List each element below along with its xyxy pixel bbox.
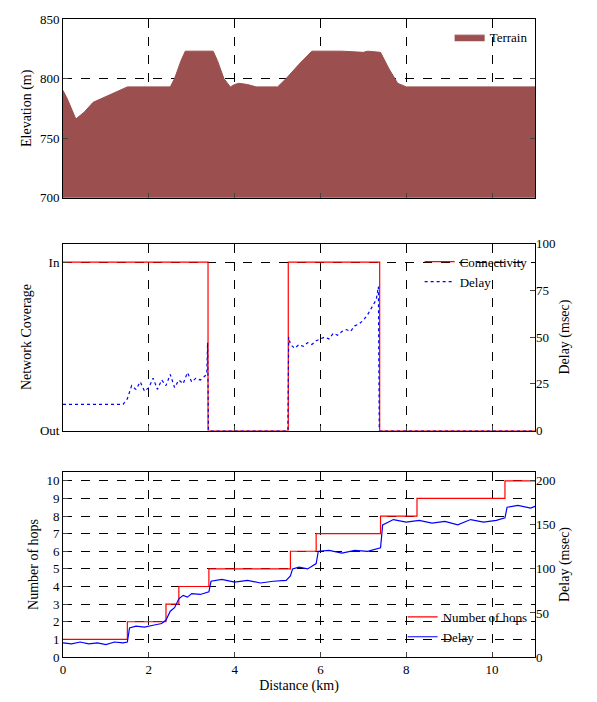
svg-text:700: 700 (40, 190, 60, 205)
svg-text:Network Coverage: Network Coverage (20, 284, 35, 390)
svg-text:2: 2 (53, 614, 60, 629)
svg-text:0: 0 (60, 662, 67, 677)
svg-text:Delay: Delay (443, 630, 475, 645)
svg-text:Terrain: Terrain (490, 30, 528, 45)
svg-text:Delay (msec): Delay (msec) (557, 299, 573, 374)
svg-text:10: 10 (486, 662, 499, 677)
svg-text:In: In (49, 255, 60, 270)
svg-text:Delay (msec): Delay (msec) (557, 527, 573, 602)
svg-text:Elevation (m): Elevation (m) (20, 69, 36, 147)
svg-text:100: 100 (536, 561, 556, 576)
svg-text:10: 10 (46, 473, 59, 488)
svg-text:75: 75 (536, 283, 549, 298)
svg-text:200: 200 (536, 473, 556, 488)
svg-text:4: 4 (231, 662, 238, 677)
svg-text:50: 50 (536, 606, 549, 621)
svg-text:0: 0 (536, 650, 543, 665)
svg-text:9: 9 (53, 491, 60, 506)
svg-text:Number of hops: Number of hops (443, 610, 528, 625)
svg-text:8: 8 (403, 662, 410, 677)
svg-text:1: 1 (53, 632, 60, 647)
svg-text:2: 2 (146, 662, 153, 677)
svg-text:3: 3 (53, 597, 60, 612)
svg-text:Out: Out (40, 423, 60, 438)
svg-text:0: 0 (536, 423, 543, 438)
svg-text:850: 850 (40, 12, 60, 27)
svg-text:800: 800 (40, 71, 60, 86)
svg-text:Distance (km): Distance (km) (259, 678, 339, 694)
svg-text:4: 4 (53, 579, 60, 594)
svg-text:5: 5 (53, 561, 60, 576)
svg-text:25: 25 (536, 376, 549, 391)
svg-text:0: 0 (53, 650, 60, 665)
svg-text:6: 6 (317, 662, 324, 677)
svg-text:750: 750 (40, 131, 60, 146)
svg-text:Number of hops: Number of hops (26, 519, 41, 610)
svg-text:7: 7 (53, 526, 60, 541)
svg-text:Connectivity: Connectivity (460, 255, 528, 270)
svg-text:100: 100 (536, 236, 556, 251)
svg-text:6: 6 (53, 544, 60, 559)
svg-text:8: 8 (53, 509, 60, 524)
svg-text:50: 50 (536, 330, 549, 345)
svg-text:Delay: Delay (460, 275, 492, 290)
svg-text:150: 150 (536, 517, 556, 532)
